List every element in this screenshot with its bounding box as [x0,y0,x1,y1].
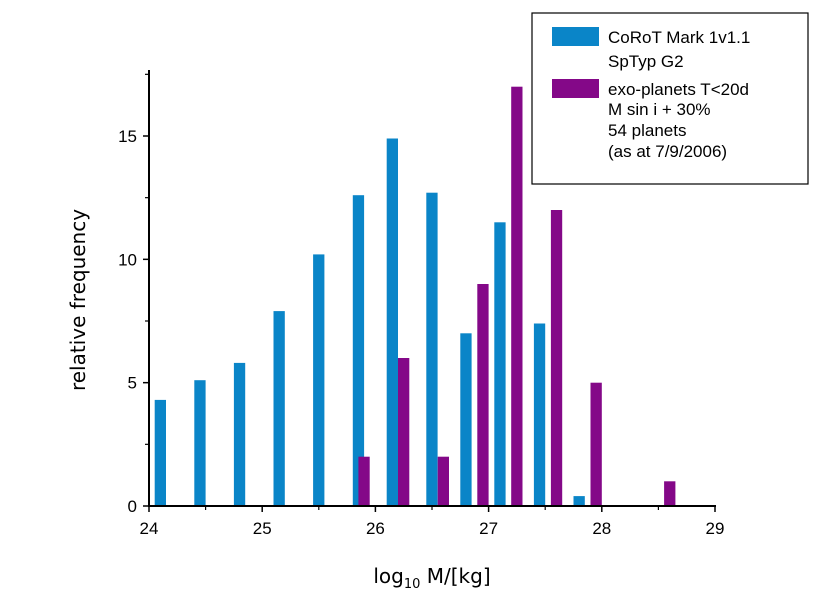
x-tick-label: 26 [366,519,385,538]
bar-series1-10 [533,323,546,506]
bar-series2-3 [477,284,489,506]
bar-series1-11 [573,496,585,506]
x-tick-label: 28 [592,519,611,538]
x-tick-label: 29 [706,519,725,538]
y-tick-label: 0 [128,497,137,516]
bar-series2-0 [358,456,370,506]
legend-swatch-corot [552,27,599,46]
x-tick-label: 27 [479,519,498,538]
y-tick-label: 15 [118,127,137,146]
bar-series1-7 [426,192,438,506]
x-axis-title: log10 M/[kg] [373,564,490,592]
bar-series2-4 [511,86,523,506]
y-tick-label: 5 [128,374,137,393]
ticks-layer: 24 25 26 27 28 29 0 5 10 15 [118,73,725,538]
bar-series1-1 [194,380,206,506]
bar-series2-6 [590,382,602,506]
bar-series1-9 [494,222,506,507]
legend-label-exoplanets-line1: exo-planets T<20d [608,80,749,99]
legend-label-exoplanets-line4: (as at 7/9/2006) [608,142,727,161]
legend: CoRoT Mark 1v1.1 SpTyp G2 exo-planets T<… [531,12,809,185]
legend-label-corot-line1: CoRoT Mark 1v1.1 [608,28,750,47]
bar-series1-2 [233,362,246,506]
bar-series2-1 [398,358,410,506]
bar-series2-5 [550,210,563,506]
bar-series1-8 [460,333,472,506]
y-tick-label: 10 [118,250,137,269]
bar-series1-4 [313,254,325,506]
bar-series1-3 [273,311,285,506]
legend-label-corot-line2: SpTyp G2 [608,52,684,71]
x-tick-label: 24 [140,519,159,538]
bar-series2-7 [664,481,676,506]
bar-series1-0 [154,399,166,506]
x-tick-label: 25 [253,519,272,538]
x-axis-title-subscript: 10 [404,577,421,592]
bar-series1-5 [352,195,365,506]
x-axis-title-main: log [373,564,404,588]
legend-label-exoplanets-line2: M sin i + 30% [608,100,711,119]
x-axis-title-rest: M/[kg] [420,564,490,588]
bar-series1-6 [386,138,398,506]
legend-label-exoplanets-line3: 54 planets [608,121,686,140]
bar-series2-2 [437,456,449,506]
y-axis-title: relative frequency [66,209,90,391]
legend-swatch-exoplanets [552,79,599,98]
bars-layer [154,86,676,507]
